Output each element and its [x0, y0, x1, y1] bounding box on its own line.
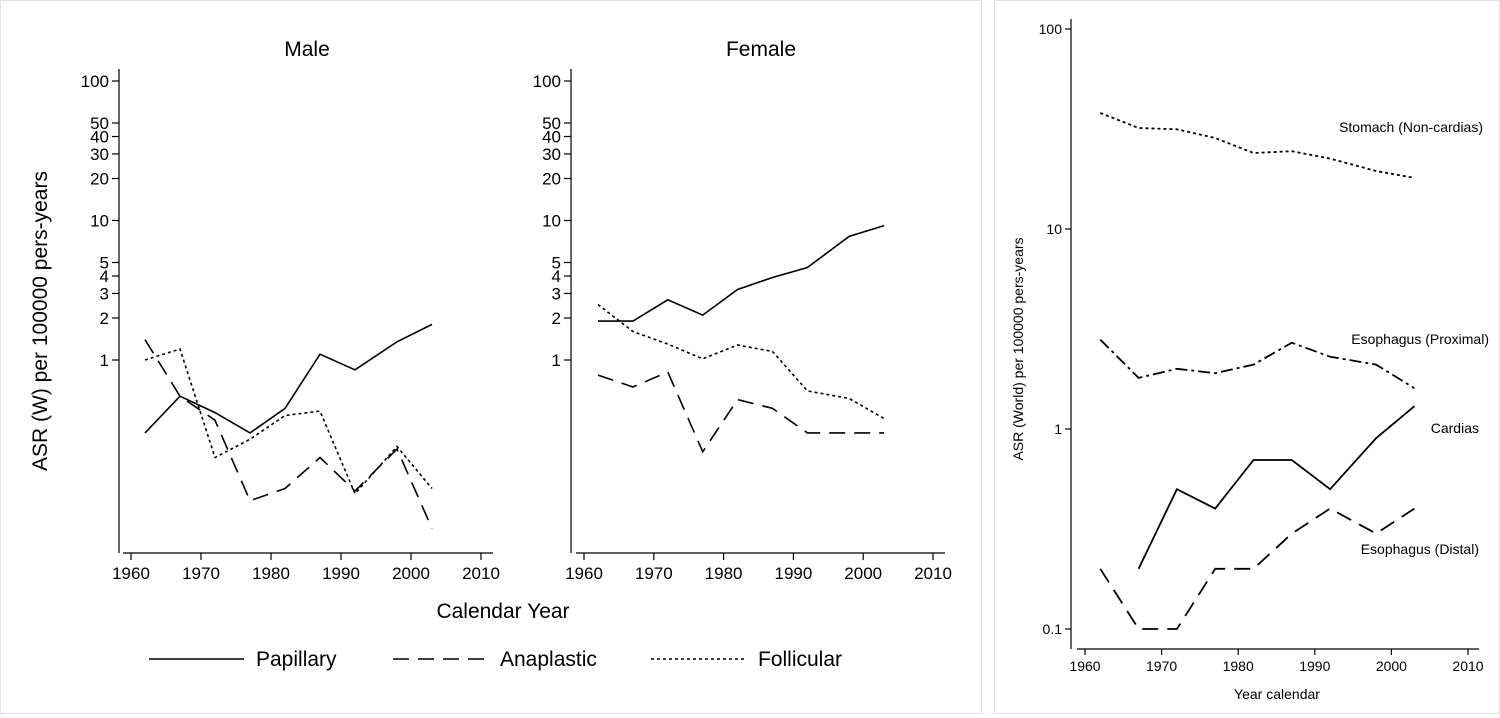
y-tick-label: 3 [552, 284, 561, 303]
x-tick-label: 2000 [1376, 658, 1407, 674]
series-line-follicular [144, 347, 433, 496]
panel-male: Male 1960 1970 1980 1990 2000 2010 1 2 345 10 20 304… [81, 38, 500, 583]
series-line-papillary [598, 224, 885, 322]
y-tick-label: 10 [90, 211, 109, 230]
x-tick-label: 1990 [1299, 658, 1330, 674]
y-tick-label: 20 [90, 169, 109, 188]
x-tick-label: 1970 [182, 564, 220, 583]
panel-title: Male [284, 38, 330, 61]
panel-female: Female 1960 1970 1980 1990 2000 2010 1 2 345 10 20 3… [533, 38, 952, 583]
x-tick-label: 1960 [112, 564, 150, 583]
y-tick-label: 30 [542, 145, 561, 164]
y-tick-label: 5 [552, 253, 561, 272]
y-axis-label: ASR (World) per 100000 pers-years [1010, 237, 1026, 460]
x-tick-label: 1960 [1069, 658, 1100, 674]
y-tick-label: 40 [90, 127, 109, 146]
x-axis-label: Calendar Year [436, 600, 569, 623]
y-tick-label: 10 [542, 211, 561, 230]
y-tick-label: 1 [552, 351, 561, 370]
series-line-papillary [144, 323, 433, 434]
series-line-anaplastic [597, 370, 885, 454]
series-label-cardias: Cardias [1431, 420, 1479, 436]
thyroid-chart-svg: ASR (W) per 100000 pers-years Calendar Y… [29, 38, 952, 671]
y-tick-label: 100 [533, 72, 561, 91]
y-tick-label: 2 [552, 309, 561, 328]
legend-item-follicular: Follicular [651, 648, 842, 671]
x-tick-label: 1980 [705, 564, 743, 583]
y-tick-label: 50 [542, 114, 561, 133]
x-tick-label: 1970 [635, 564, 673, 583]
x-tick-label: 2010 [462, 564, 500, 583]
y-tick-label: 4 [100, 267, 109, 286]
legend-label: Anaplastic [500, 648, 597, 671]
y-tick-label: 100 [81, 72, 109, 91]
y-tick-label: 2 [100, 309, 109, 328]
series-line-cardias [1137, 405, 1415, 570]
y-tick-label: 30 [90, 145, 109, 164]
thyroid-chart-panel: ASR (W) per 100000 pers-years Calendar Y… [0, 0, 982, 714]
x-axis-label: Year calendar [1234, 686, 1320, 702]
panel-title: Female [726, 38, 796, 61]
stomach-esophagus-chart-svg: ASR (World) per 100000 pers-years Year c… [1010, 19, 1489, 702]
y-tick-label: 4 [552, 267, 561, 286]
y-tick-label: 20 [542, 169, 561, 188]
series-label-esophagus-proximal: Esophagus (Proximal) [1351, 331, 1489, 347]
y-tick-label: 40 [542, 127, 561, 146]
y-tick-label: 100 [1039, 21, 1063, 37]
legend-item-papillary: Papillary [149, 648, 337, 671]
series-line-follicular [597, 303, 885, 420]
legend-label: Papillary [256, 648, 337, 671]
series-label-esophagus-distal: Esophagus (Distal) [1361, 541, 1479, 557]
y-axis-label: ASR (W) per 100000 pers-years [29, 171, 52, 471]
x-tick-label: 2000 [392, 564, 430, 583]
legend-item-anaplastic: Anaplastic [393, 648, 597, 671]
x-tick-label: 2000 [844, 564, 882, 583]
series-line-esophagus-distal [1099, 507, 1415, 630]
x-tick-label: 1960 [565, 564, 603, 583]
y-tick-label: 50 [90, 114, 109, 133]
stomach-esophagus-chart-panel: ASR (World) per 100000 pers-years Year c… [994, 0, 1500, 714]
y-tick-label: 5 [100, 253, 109, 272]
series-line-esophagus-proximal [1099, 338, 1415, 389]
x-tick-label: 2010 [914, 564, 952, 583]
x-tick-label: 1980 [1223, 658, 1254, 674]
stomach-esophagus-plot: 1960 1970 1980 1990 2000 2010 0.1 1 10 100 Stomach… [1039, 19, 1489, 674]
x-tick-label: 1970 [1146, 658, 1177, 674]
legend-label: Follicular [758, 648, 842, 671]
series-line-anaplastic [144, 339, 433, 529]
y-tick-label: 1 [1054, 421, 1062, 437]
legend: Papillary Anaplastic Follicular [149, 648, 842, 671]
y-tick-label: 10 [1046, 221, 1062, 237]
x-tick-label: 1990 [322, 564, 360, 583]
y-tick-label: 0.1 [1043, 621, 1063, 637]
x-tick-label: 1990 [774, 564, 812, 583]
y-tick-label: 3 [100, 284, 109, 303]
x-tick-label: 1980 [252, 564, 290, 583]
x-tick-label: 2010 [1452, 658, 1483, 674]
y-tick-label: 1 [100, 351, 109, 370]
series-label-stomach-non-cardias: Stomach (Non-cardias) [1339, 119, 1483, 135]
